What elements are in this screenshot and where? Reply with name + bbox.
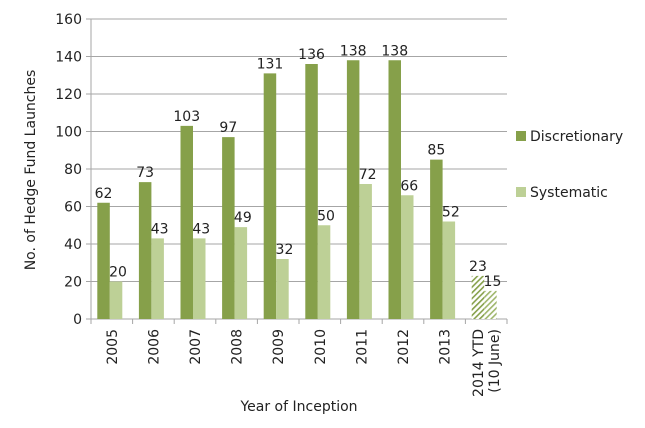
data-label: 138 (340, 43, 367, 59)
data-label: 15 (484, 274, 502, 290)
bar-systematic (151, 238, 164, 319)
data-label: 62 (95, 186, 113, 202)
y-tick-label: 80 (64, 162, 82, 178)
bar-discretionary (471, 275, 485, 319)
legend-label: Discretionary (530, 129, 623, 145)
x-tick-label: 2011 (354, 329, 370, 365)
bar-systematic (442, 221, 456, 319)
x-tick-label: 2014 YTD(10 June) (471, 329, 503, 397)
data-label: 131 (257, 56, 284, 72)
data-label: 52 (442, 205, 460, 221)
data-label: 72 (359, 167, 377, 183)
bar-systematic (401, 195, 414, 319)
data-label: 20 (109, 265, 127, 281)
bar-discretionary (430, 159, 443, 319)
legend-swatch (516, 131, 526, 141)
y-axis-title: No. of Hedge Fund Launches (23, 70, 39, 271)
bar-discretionary (263, 73, 277, 319)
data-label: 23 (469, 259, 487, 275)
data-label: 103 (173, 109, 200, 125)
data-label: 85 (427, 143, 445, 159)
x-tick-label: 2012 (396, 329, 412, 365)
x-tick-label: 2005 (105, 329, 121, 365)
data-label: 73 (136, 165, 154, 181)
data-label: 50 (317, 208, 335, 224)
bar-discretionary (180, 125, 193, 319)
y-tick-label: 60 (64, 200, 82, 216)
data-label: 138 (381, 43, 408, 59)
x-tick-label: 2006 (146, 329, 162, 365)
data-label: 43 (151, 221, 169, 237)
x-tick-label: 2008 (230, 329, 246, 365)
data-label: 66 (400, 178, 418, 194)
bar-systematic (359, 184, 372, 319)
bar-systematic (109, 281, 123, 319)
y-tick-label: 0 (73, 312, 82, 328)
legend-swatch (516, 187, 526, 197)
data-label: 136 (298, 47, 325, 63)
bar-systematic (484, 290, 497, 319)
bar-systematic (317, 225, 331, 319)
bar-systematic (276, 259, 289, 319)
bar-discretionary (222, 137, 235, 319)
data-label: 49 (234, 210, 252, 226)
data-label: 32 (276, 242, 294, 258)
x-tick-label: 2007 (188, 329, 204, 365)
bar-systematic (193, 238, 206, 319)
bar-discretionary (138, 182, 152, 319)
x-tick-label: 2013 (438, 329, 454, 365)
y-tick-label: 100 (55, 125, 82, 141)
x-axis-title: Year of Inception (239, 399, 357, 415)
data-label: 97 (219, 120, 237, 136)
y-tick-label: 160 (55, 12, 82, 28)
bar-discretionary (346, 60, 360, 319)
bar-systematic (234, 227, 248, 319)
legend-label: Systematic (530, 185, 608, 201)
y-tick-label: 120 (55, 87, 82, 103)
y-tick-label: 20 (64, 275, 82, 291)
y-tick-label: 140 (55, 50, 82, 66)
data-label: 43 (192, 221, 210, 237)
x-tick-label: 2009 (271, 329, 287, 365)
bar-discretionary (388, 60, 401, 319)
bar-discretionary (305, 64, 318, 319)
y-tick-label: 40 (64, 237, 82, 253)
x-tick-label: 2010 (313, 329, 329, 365)
bar-discretionary (97, 202, 110, 319)
